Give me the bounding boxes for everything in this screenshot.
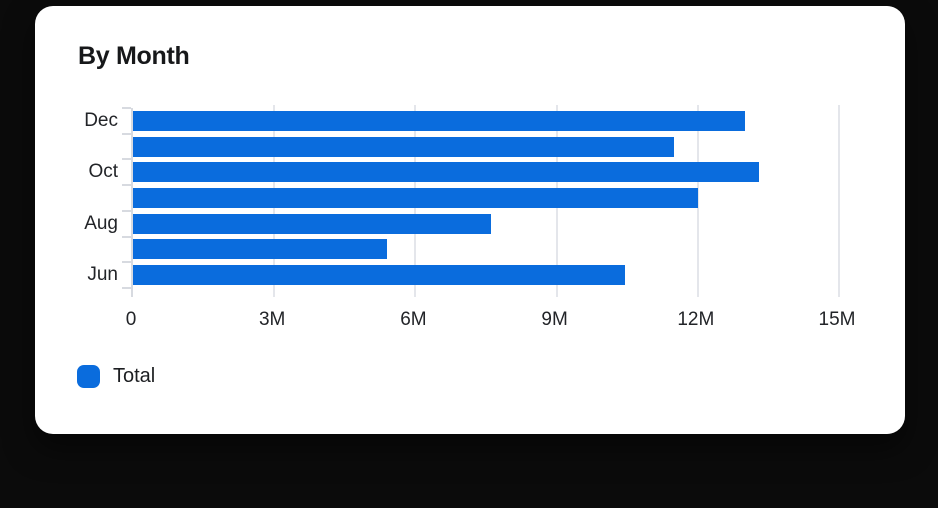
- chart-card: By Month Dec Oct Aug Jun 0 3M 6M 9M 12M 15M Tota…: [35, 6, 905, 434]
- y-axis-tick: [122, 209, 131, 212]
- chart-title: By Month: [78, 42, 190, 70]
- bar-jun[interactable]: [133, 265, 625, 286]
- bars: [133, 108, 839, 288]
- plot-area: [122, 105, 840, 297]
- y-axis-label-dec: Dec: [84, 109, 118, 131]
- x-axis-labels: 0 3M 6M 9M 12M 15M: [126, 309, 856, 335]
- bar-row-aug: [133, 211, 839, 237]
- y-axis-labels: Dec Oct Aug Jun: [35, 108, 124, 288]
- legend: Total: [77, 365, 155, 388]
- bar-row-jun: [133, 262, 839, 288]
- y-axis-tick: [122, 132, 131, 135]
- bar-jul[interactable]: [133, 239, 388, 260]
- bar-row-jul: [133, 237, 839, 263]
- bar-dec[interactable]: [133, 110, 745, 131]
- x-axis-tick-label-0: 0: [125, 309, 137, 330]
- bar-oct[interactable]: [133, 162, 759, 183]
- y-axis-label-jul: [35, 237, 124, 263]
- x-axis-tick-label-12m: 12M: [677, 309, 715, 330]
- y-axis-label-sep: [35, 185, 124, 211]
- x-axis-tick-label-6m: 6M: [400, 309, 427, 330]
- y-axis-tick: [122, 235, 131, 238]
- legend-item-total[interactable]: Total: [77, 365, 155, 388]
- bar-aug[interactable]: [133, 213, 491, 234]
- x-axis-tick-label-9m: 9M: [541, 309, 568, 330]
- x-axis-tick-label-15m: 15M: [818, 309, 856, 330]
- bar-row-nov: [133, 134, 839, 160]
- bar-row-sep: [133, 185, 839, 211]
- bar-row-oct: [133, 159, 839, 185]
- legend-swatch-total: [77, 365, 100, 388]
- y-axis-label-oct: Oct: [88, 161, 118, 183]
- gridline-15m: [838, 105, 840, 297]
- x-axis-tick-label-3m: 3M: [258, 309, 286, 330]
- y-axis-tick: [122, 158, 131, 161]
- bar-row-dec: [133, 108, 839, 134]
- y-axis-label-nov: [35, 134, 124, 160]
- y-axis-tick: [122, 107, 131, 109]
- y-axis-label-aug: Aug: [84, 212, 118, 234]
- bar-nov[interactable]: [133, 136, 675, 157]
- y-axis-tick: [122, 184, 131, 187]
- gridline-12m: [696, 105, 699, 297]
- legend-label-total: Total: [113, 365, 156, 387]
- y-axis-label-jun: Jun: [87, 264, 118, 286]
- y-axis-tick: [122, 261, 131, 264]
- bar-sep[interactable]: [133, 188, 698, 209]
- y-axis-tick: [122, 287, 131, 289]
